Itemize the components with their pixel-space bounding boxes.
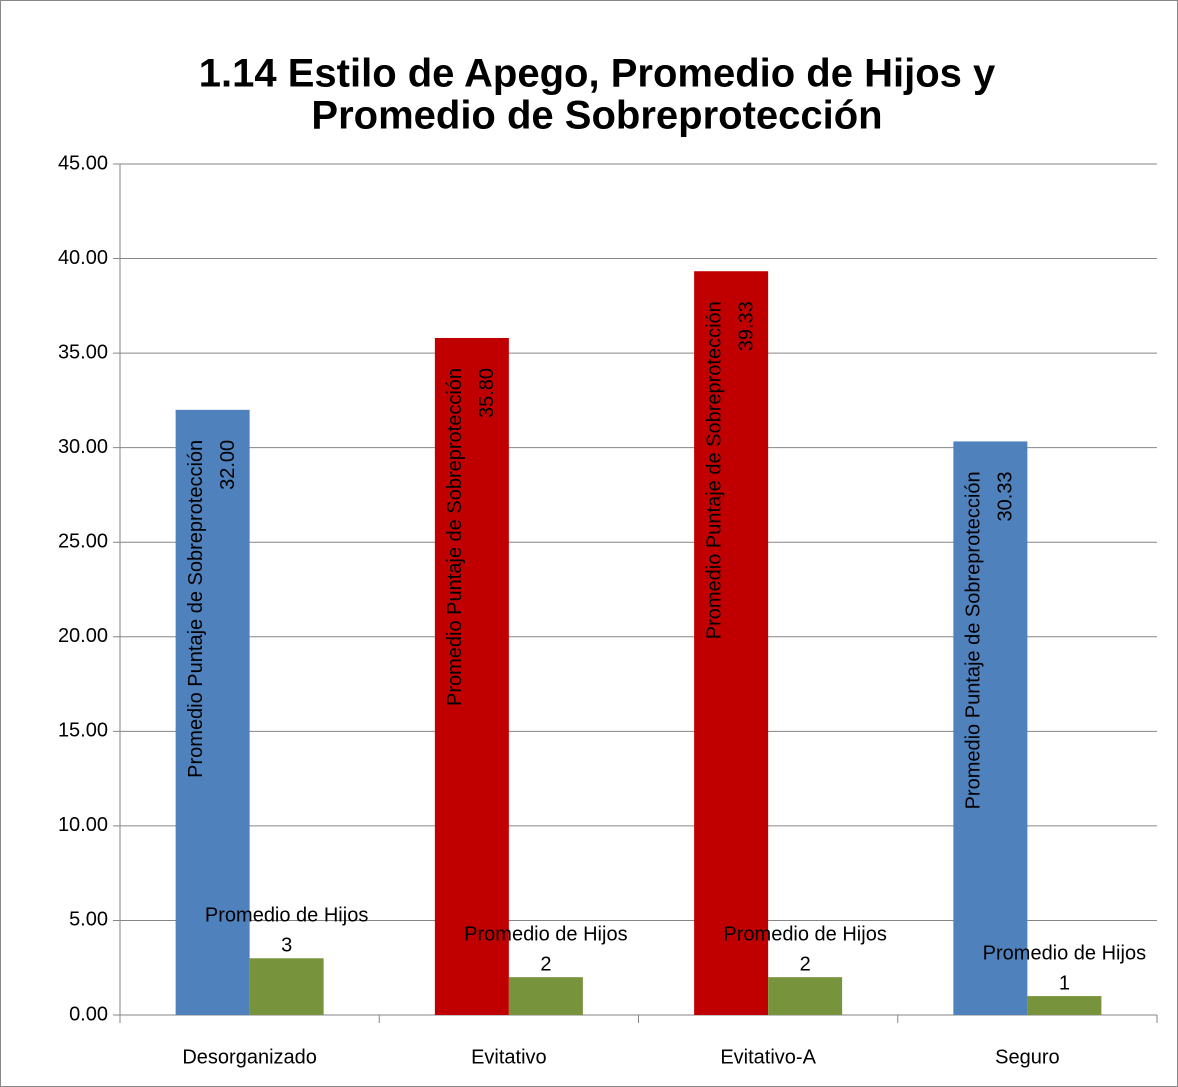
data-label-name: Promedio Puntaje de Sobreprotección — [963, 471, 985, 809]
data-label: 3 — [281, 935, 292, 957]
y-tick-label: 30.00 — [58, 436, 108, 458]
bar — [1027, 996, 1102, 1015]
bar — [694, 271, 769, 1015]
data-label-name: Promedio de Hijos — [205, 905, 368, 927]
y-tick-label: 5.00 — [69, 909, 108, 931]
y-tick-label: 35.00 — [58, 341, 108, 363]
x-tick-label: Desorganizado — [182, 1046, 317, 1068]
bar — [249, 958, 324, 1015]
data-label: 2 — [800, 953, 811, 975]
data-label: 1 — [1059, 972, 1070, 994]
y-tick-label: 40.00 — [58, 247, 108, 269]
y-tick-label: 15.00 — [58, 720, 108, 742]
data-label-name: Promedio Puntaje de Sobreprotección — [703, 301, 725, 639]
data-label: 30.33 — [995, 471, 1017, 521]
chart-title: 1.14 Estilo de Apego, Promedio de Hijos … — [199, 52, 996, 96]
y-tick-label: 0.00 — [69, 1003, 108, 1025]
bar — [508, 977, 583, 1015]
bar — [175, 409, 250, 1015]
y-tick-label: 20.00 — [58, 625, 108, 647]
data-label: 39.33 — [735, 301, 757, 351]
data-label: 2 — [540, 953, 551, 975]
x-tick-label: Seguro — [995, 1046, 1060, 1068]
y-tick-label: 10.00 — [58, 814, 108, 836]
data-label-name: Promedio Puntaje de Sobreprotección — [444, 368, 466, 706]
data-label-name: Promedio de Hijos — [983, 942, 1146, 964]
bar — [768, 977, 843, 1015]
data-label: 32.00 — [217, 440, 239, 490]
x-tick-label: Evitativo — [471, 1046, 547, 1068]
bar — [434, 337, 509, 1016]
data-label-name: Promedio de Hijos — [464, 923, 627, 945]
chart-title: Promedio de Sobreprotección — [311, 94, 882, 138]
y-tick-label: 25.00 — [58, 531, 108, 553]
x-tick-label: Evitativo-A — [720, 1046, 816, 1068]
data-label-name: Promedio Puntaje de Sobreprotección — [185, 440, 207, 778]
bar — [953, 441, 1028, 1015]
data-label: 35.80 — [476, 368, 498, 418]
y-tick-label: 45.00 — [58, 152, 108, 174]
data-label-name: Promedio de Hijos — [723, 923, 886, 945]
